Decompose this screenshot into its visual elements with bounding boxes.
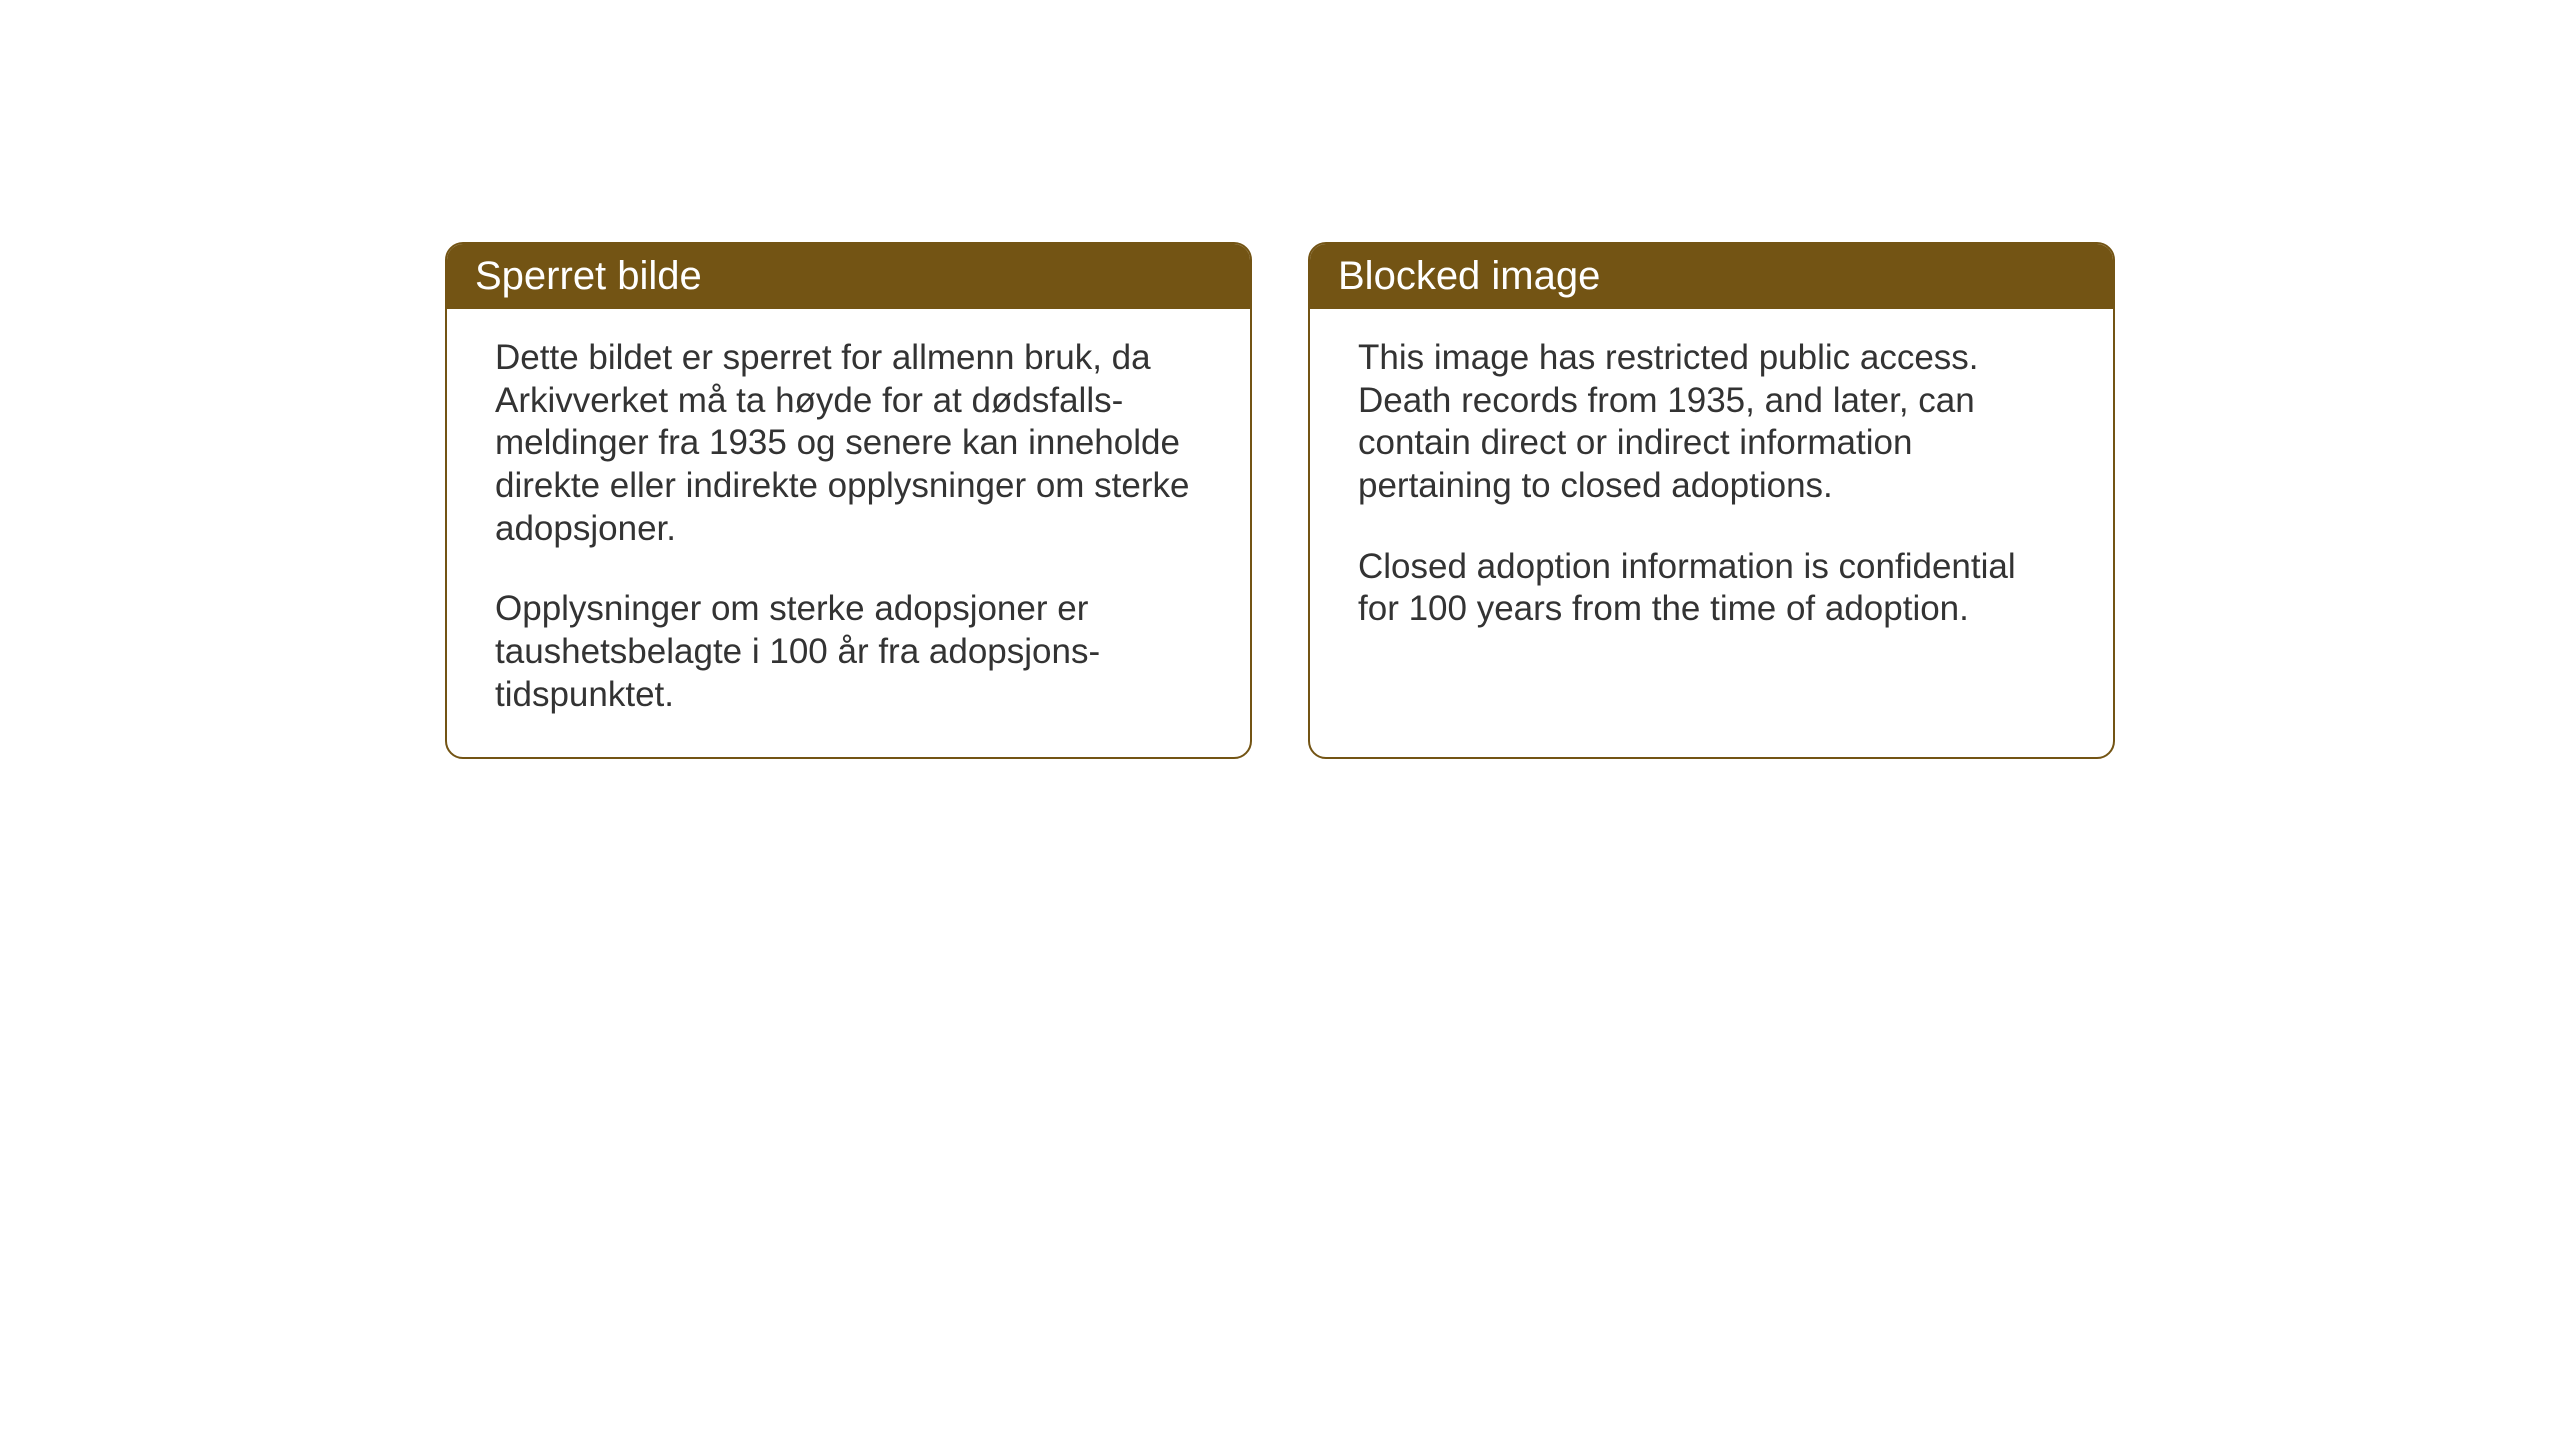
english-notice-card: Blocked image This image has restricted … [1308, 242, 2115, 759]
norwegian-card-title: Sperret bilde [447, 244, 1250, 309]
norwegian-paragraph-1: Dette bildet er sperret for allmenn bruk… [495, 337, 1202, 550]
norwegian-card-body: Dette bildet er sperret for allmenn bruk… [447, 309, 1250, 757]
norwegian-paragraph-2: Opplysninger om sterke adopsjoner er tau… [495, 588, 1202, 716]
notice-container: Sperret bilde Dette bildet er sperret fo… [445, 242, 2115, 759]
norwegian-notice-card: Sperret bilde Dette bildet er sperret fo… [445, 242, 1252, 759]
english-card-body: This image has restricted public access.… [1310, 309, 2113, 671]
english-paragraph-1: This image has restricted public access.… [1358, 337, 2065, 508]
english-paragraph-2: Closed adoption information is confident… [1358, 546, 2065, 631]
english-card-title: Blocked image [1310, 244, 2113, 309]
